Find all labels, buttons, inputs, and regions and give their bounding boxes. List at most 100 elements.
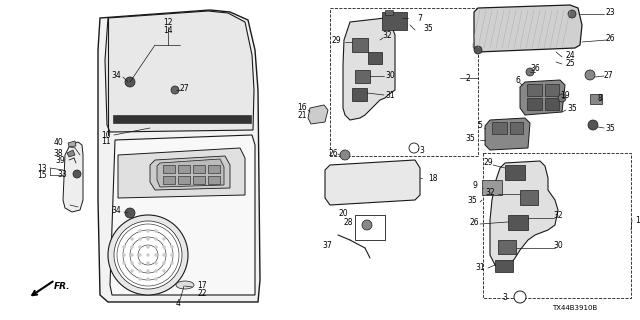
Text: 9: 9 [472,180,477,189]
Text: 18: 18 [428,173,438,182]
Text: 37: 37 [322,241,332,250]
Circle shape [163,269,166,273]
Bar [385,10,393,15]
Polygon shape [98,10,260,302]
Circle shape [122,245,125,249]
Bar [193,176,205,184]
Bar [495,260,513,272]
Circle shape [147,245,150,249]
Text: 5: 5 [477,121,483,130]
Circle shape [138,245,141,249]
Text: 6: 6 [516,76,520,84]
Circle shape [154,229,157,233]
Bar [590,94,602,104]
Polygon shape [520,80,565,115]
Polygon shape [67,150,75,157]
Circle shape [170,261,173,265]
Circle shape [125,208,135,218]
Polygon shape [68,141,76,147]
Circle shape [131,245,134,249]
Bar [483,153,631,298]
Text: 38: 38 [53,148,63,157]
Bar [508,215,528,230]
Circle shape [568,10,576,18]
Circle shape [585,70,595,80]
Circle shape [138,261,141,265]
Text: 33: 33 [57,170,67,179]
Text: 30: 30 [553,241,563,250]
Bar [208,176,220,184]
Text: 7: 7 [417,13,422,22]
Circle shape [163,261,166,265]
Text: 29: 29 [483,157,493,166]
Text: 21: 21 [297,110,307,119]
Text: 16: 16 [297,102,307,111]
Circle shape [73,170,81,178]
Circle shape [526,68,534,76]
Circle shape [147,261,150,265]
Bar [498,240,516,254]
Text: 1: 1 [636,215,640,225]
Polygon shape [485,118,530,150]
Bar [527,98,542,110]
Text: 11: 11 [101,137,111,146]
Bar [178,176,190,184]
Bar [352,88,367,101]
Circle shape [122,253,125,257]
Text: 30: 30 [385,70,395,79]
Text: 3: 3 [502,293,508,302]
Bar [368,52,382,64]
Bar [482,180,502,195]
Text: 13: 13 [37,164,47,172]
Bar [178,165,190,173]
Text: 14: 14 [163,26,173,35]
Circle shape [122,261,125,265]
Text: 32: 32 [382,30,392,39]
Text: 8: 8 [598,93,602,102]
Text: 35: 35 [423,23,433,33]
Polygon shape [325,160,420,205]
Text: 26: 26 [469,218,479,227]
Text: 12: 12 [163,18,173,27]
Circle shape [147,269,150,273]
Polygon shape [110,135,255,295]
Text: 4: 4 [175,299,180,308]
Circle shape [514,291,526,303]
Circle shape [108,215,188,295]
Text: 36: 36 [530,63,540,73]
Bar [208,165,220,173]
Bar [510,122,523,134]
Bar [527,84,542,96]
Circle shape [131,237,134,241]
Ellipse shape [176,281,194,289]
Circle shape [170,253,173,257]
Text: 24: 24 [565,51,575,60]
Text: 28: 28 [343,218,353,227]
Text: 34: 34 [111,205,121,214]
Circle shape [114,221,182,289]
Bar [352,38,368,52]
Bar [382,12,407,30]
Circle shape [131,269,134,273]
Circle shape [558,94,566,102]
Circle shape [171,86,179,94]
Text: 27: 27 [179,84,189,92]
Circle shape [474,46,482,54]
Circle shape [163,253,166,257]
Bar [545,84,559,96]
Text: 31: 31 [385,91,395,100]
Circle shape [154,261,157,265]
Bar [330,8,478,156]
Text: 19: 19 [560,91,570,100]
Circle shape [362,220,372,230]
Text: 3: 3 [420,146,424,155]
Bar [163,176,175,184]
Polygon shape [343,18,395,120]
Text: 31: 31 [475,263,485,273]
Circle shape [138,253,141,257]
Text: 29: 29 [331,36,341,44]
Circle shape [138,269,141,273]
Circle shape [131,261,134,265]
Bar [492,122,507,134]
Text: 20: 20 [338,209,348,218]
